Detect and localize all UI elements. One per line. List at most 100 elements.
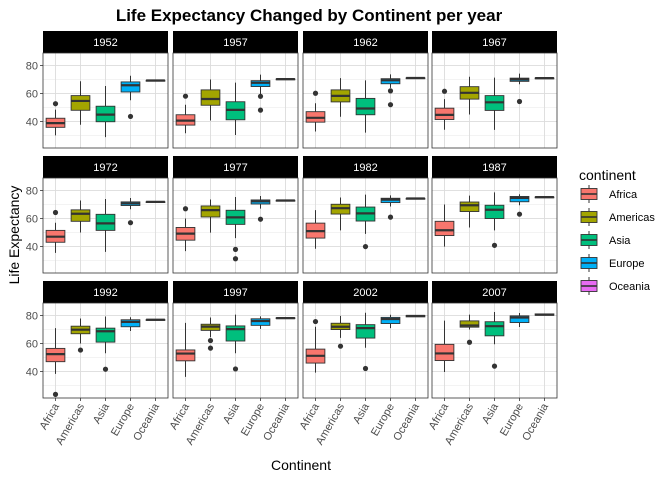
facet-strip xyxy=(173,31,298,53)
outlier-point xyxy=(232,366,239,372)
panel-border xyxy=(431,52,558,149)
facet-strip-label: 2007 xyxy=(482,287,506,299)
box-africa xyxy=(305,90,326,132)
legend-items: Africa Americas Asia Europe Oceania xyxy=(580,185,655,295)
outlier-point xyxy=(182,93,189,99)
facet-strip-label: 1997 xyxy=(223,287,247,299)
y-axis-title: Life Expectancy xyxy=(6,186,22,285)
panel-border xyxy=(302,177,429,274)
box-americas xyxy=(200,317,221,351)
y-tick-label: 80 xyxy=(26,311,38,323)
outlier-point xyxy=(516,211,523,217)
y-tick-label: 40 xyxy=(26,366,38,378)
box-europe xyxy=(380,74,401,108)
box-asia xyxy=(95,316,116,372)
facet-panel-1962: 1962 xyxy=(302,31,429,149)
outlier-point xyxy=(516,98,523,105)
facet-panel-1952: 1952 40 60 80 xyxy=(26,31,169,149)
facet-panel-1957: 1957 xyxy=(172,31,299,149)
y-tick-label: 80 xyxy=(26,61,38,73)
outlier-point xyxy=(52,209,59,216)
box-asia xyxy=(355,312,376,372)
outlier-point xyxy=(257,107,264,113)
box-asia xyxy=(355,80,376,133)
outlier-point xyxy=(387,214,394,220)
box-body xyxy=(175,349,196,362)
facet-strip xyxy=(432,156,557,178)
box-body xyxy=(484,204,505,219)
facet-strip xyxy=(303,281,428,303)
facet-strip-label: 1952 xyxy=(93,37,117,49)
box-europe xyxy=(509,313,530,328)
facet-strip xyxy=(303,31,428,53)
x-tick-label-africa: Africa xyxy=(168,401,193,432)
box-body xyxy=(459,201,480,212)
box-oceania xyxy=(145,79,166,82)
box-asia xyxy=(484,192,505,248)
outlier-point xyxy=(312,90,319,96)
x-tick-label-asia: Asia xyxy=(221,401,243,426)
box-asia xyxy=(225,314,246,372)
panel-border xyxy=(172,52,299,149)
outlier-point xyxy=(257,93,264,99)
box-europe xyxy=(509,73,530,105)
box-oceania xyxy=(405,76,426,80)
box-africa xyxy=(305,210,326,249)
box-africa xyxy=(305,318,326,373)
box-europe xyxy=(509,194,530,217)
y-tick-label: 60 xyxy=(26,339,38,351)
box-body xyxy=(120,81,141,93)
outlier-point xyxy=(387,102,394,108)
box-americas xyxy=(70,81,91,125)
facet-strip-label: 1977 xyxy=(223,162,247,174)
facet-strip-label: 1967 xyxy=(482,37,506,49)
outlier-point xyxy=(232,256,239,262)
box-body xyxy=(484,321,505,337)
x-tick-label-asia: Asia xyxy=(480,401,502,426)
outlier-point xyxy=(77,347,84,353)
x-tick-label-africa: Africa xyxy=(38,401,63,432)
facet-strip-label: 1972 xyxy=(93,162,117,174)
facet-panel-1992: 1992 40 60 80 xyxy=(26,281,169,401)
panel-border xyxy=(431,177,558,274)
x-tick-label-africa: Africa xyxy=(427,401,452,432)
outlier-point xyxy=(362,243,369,250)
outlier-point xyxy=(207,337,214,344)
box-body xyxy=(459,320,480,328)
box-asia xyxy=(484,77,505,130)
box-europe xyxy=(380,195,401,220)
box-europe xyxy=(250,74,271,113)
facet-panel-1972: 1972 40 60 80 xyxy=(26,156,169,274)
facet-strip-label: 1987 xyxy=(482,162,506,174)
box-body xyxy=(509,195,530,203)
facet-strip-label: 1962 xyxy=(353,37,377,49)
outlier-point xyxy=(232,246,239,252)
box-oceania xyxy=(275,199,296,202)
box-oceania xyxy=(534,196,555,199)
box-europe xyxy=(250,316,271,329)
box-oceania xyxy=(145,200,166,204)
box-africa xyxy=(175,206,196,252)
outlier-point xyxy=(207,345,214,351)
facet-panels: 1952 40 60 80 1957 1962 1967 1972 40 60 80 1977 1982… xyxy=(26,31,558,401)
outlier-point xyxy=(127,220,134,226)
legend-item-africa: Africa xyxy=(580,185,638,203)
x-tick-label-asia: Asia xyxy=(351,401,373,426)
x-tick-label-africa: Africa xyxy=(298,401,323,432)
facet-strip xyxy=(43,156,168,178)
box-body xyxy=(200,205,221,218)
box-europe xyxy=(250,196,271,222)
box-body xyxy=(70,95,91,111)
outlier-point xyxy=(102,366,109,372)
box-body xyxy=(509,315,530,324)
box-africa xyxy=(434,88,455,130)
x-axis-title: Continent xyxy=(271,457,331,473)
box-africa xyxy=(175,93,196,134)
outlier-point xyxy=(441,88,448,94)
facet-panel-1982: 1982 xyxy=(302,156,429,274)
outlier-point xyxy=(127,113,134,120)
box-europe xyxy=(120,197,141,226)
box-africa xyxy=(434,320,455,373)
panel-border xyxy=(42,52,169,149)
